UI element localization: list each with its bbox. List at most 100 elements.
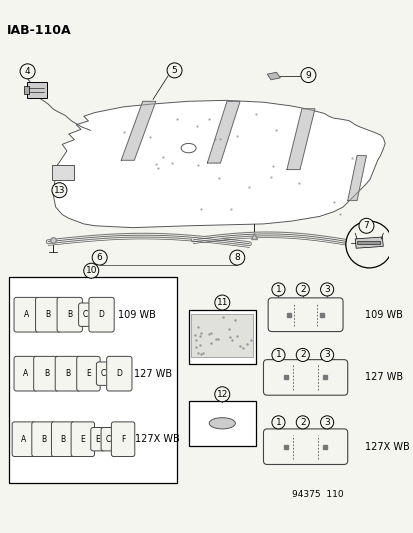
Polygon shape [266, 72, 280, 80]
FancyBboxPatch shape [26, 82, 47, 99]
FancyBboxPatch shape [51, 422, 75, 457]
Text: B: B [41, 435, 46, 443]
Text: 127 WB: 127 WB [134, 369, 172, 378]
Text: B: B [67, 310, 72, 319]
Circle shape [296, 349, 309, 361]
Polygon shape [53, 100, 384, 228]
Text: 2: 2 [299, 285, 305, 294]
FancyBboxPatch shape [96, 362, 110, 385]
Circle shape [92, 250, 107, 265]
Circle shape [20, 64, 35, 79]
Text: D: D [98, 310, 104, 319]
FancyBboxPatch shape [111, 422, 135, 457]
FancyBboxPatch shape [55, 357, 80, 391]
Circle shape [320, 349, 333, 361]
FancyBboxPatch shape [52, 165, 74, 180]
Text: 4: 4 [25, 67, 30, 76]
Bar [188, 310, 255, 365]
FancyBboxPatch shape [76, 357, 100, 391]
Circle shape [345, 221, 392, 268]
Text: B: B [45, 310, 51, 319]
FancyBboxPatch shape [107, 357, 132, 391]
Text: F: F [121, 435, 125, 443]
FancyBboxPatch shape [14, 297, 39, 332]
Polygon shape [207, 101, 240, 163]
Bar [9, 277, 177, 483]
FancyBboxPatch shape [78, 303, 93, 326]
Text: C: C [105, 435, 110, 443]
Text: E: E [80, 435, 85, 443]
Circle shape [52, 183, 67, 198]
Circle shape [320, 416, 333, 429]
Text: 13: 13 [54, 185, 65, 195]
Text: 94375  110: 94375 110 [291, 490, 342, 499]
Circle shape [229, 250, 244, 265]
Ellipse shape [209, 418, 235, 429]
FancyBboxPatch shape [101, 427, 115, 451]
Text: 8: 8 [234, 253, 240, 262]
Text: A: A [23, 369, 28, 378]
Circle shape [271, 416, 284, 429]
Polygon shape [121, 101, 155, 160]
Text: C: C [100, 369, 106, 378]
Text: 10: 10 [85, 266, 97, 275]
Text: 3: 3 [323, 285, 329, 294]
Text: 109 WB: 109 WB [118, 310, 156, 320]
Text: B: B [65, 369, 70, 378]
Text: 12: 12 [216, 390, 228, 399]
Circle shape [271, 283, 284, 296]
FancyBboxPatch shape [57, 297, 82, 332]
FancyBboxPatch shape [71, 422, 94, 457]
Circle shape [320, 283, 333, 296]
FancyBboxPatch shape [263, 360, 347, 395]
Text: 5: 5 [171, 66, 177, 75]
Text: 1: 1 [275, 351, 281, 359]
FancyBboxPatch shape [33, 357, 59, 391]
Circle shape [358, 219, 373, 233]
Text: IAB-110A: IAB-110A [7, 23, 71, 37]
Polygon shape [354, 237, 382, 248]
Text: 127 WB: 127 WB [364, 373, 402, 382]
Text: 3: 3 [323, 351, 329, 359]
Text: 11: 11 [216, 298, 228, 307]
Bar [191, 314, 253, 357]
FancyBboxPatch shape [12, 422, 36, 457]
Text: 1: 1 [275, 418, 281, 427]
Text: A: A [24, 310, 29, 319]
Text: 6: 6 [97, 253, 102, 262]
Text: 2: 2 [299, 418, 305, 427]
Bar [24, 86, 29, 94]
Polygon shape [356, 241, 380, 244]
Text: B: B [60, 435, 66, 443]
Text: 3: 3 [323, 418, 329, 427]
FancyBboxPatch shape [36, 297, 61, 332]
Text: E: E [95, 435, 100, 443]
Text: A: A [21, 435, 26, 443]
Circle shape [296, 416, 309, 429]
Text: C: C [83, 310, 88, 319]
Text: 127X WB: 127X WB [364, 442, 408, 451]
Circle shape [167, 63, 182, 78]
Text: 9: 9 [305, 70, 311, 79]
Polygon shape [347, 156, 366, 200]
Text: 1: 1 [275, 285, 281, 294]
FancyBboxPatch shape [32, 422, 55, 457]
Text: 127X WB: 127X WB [135, 434, 180, 444]
Bar [188, 401, 255, 446]
Circle shape [296, 283, 309, 296]
Circle shape [214, 295, 229, 310]
Text: 2: 2 [299, 351, 305, 359]
Circle shape [83, 263, 98, 278]
Text: D: D [116, 369, 122, 378]
FancyBboxPatch shape [14, 357, 37, 391]
FancyBboxPatch shape [268, 298, 342, 332]
FancyBboxPatch shape [90, 427, 104, 451]
Text: E: E [86, 369, 90, 378]
Circle shape [300, 68, 315, 83]
Polygon shape [286, 109, 314, 169]
Text: 7: 7 [363, 221, 368, 230]
FancyBboxPatch shape [89, 297, 114, 332]
Circle shape [214, 387, 229, 402]
FancyBboxPatch shape [263, 429, 347, 464]
Text: 109 WB: 109 WB [364, 310, 401, 320]
